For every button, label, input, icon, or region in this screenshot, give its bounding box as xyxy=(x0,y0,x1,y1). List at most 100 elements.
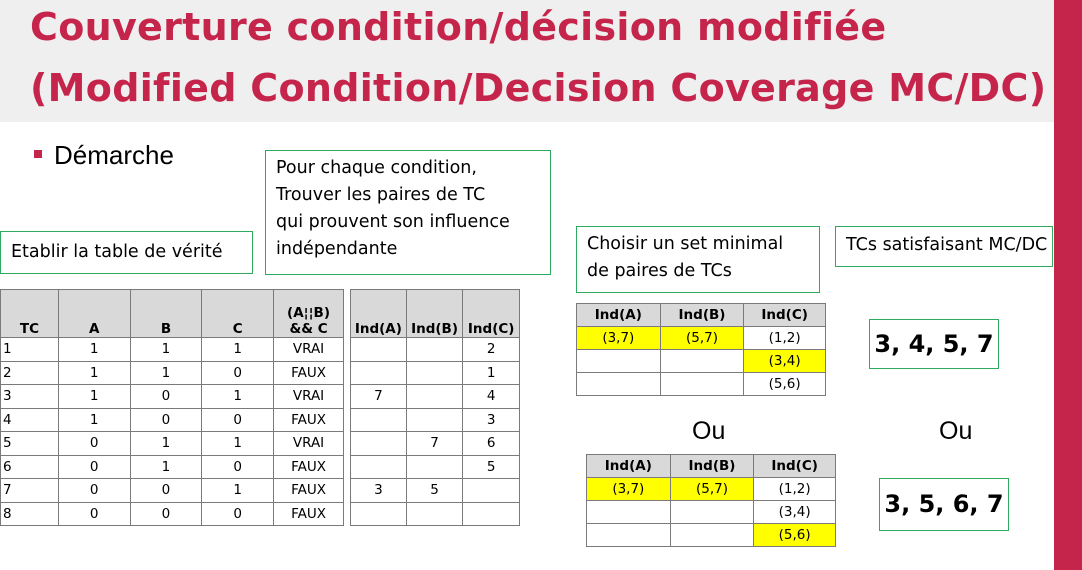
table-row: 8 0 0 0 FAUX xyxy=(0,501,344,526)
cell: 0 xyxy=(129,407,203,432)
find-pairs-line: indépendante xyxy=(276,239,398,259)
ou-label-middle: Ou xyxy=(692,417,726,445)
cell: 0 xyxy=(57,431,131,456)
cell-highlighted: (3,7) xyxy=(576,326,661,350)
table-row: 3 xyxy=(350,407,520,432)
cell: (5,6) xyxy=(743,372,826,396)
table-row: (3,7) (5,7) (1,2) xyxy=(576,326,826,350)
cell xyxy=(669,500,755,524)
cell: 7 xyxy=(405,431,464,456)
bullet-demarche: Démarche xyxy=(34,140,174,171)
cell: 1 xyxy=(129,337,203,362)
header-ind-b: Ind(B) xyxy=(659,303,745,327)
cell: 1 xyxy=(462,360,520,385)
table-row: 4 1 0 0 FAUX xyxy=(0,407,344,432)
table-row: 1 xyxy=(350,360,520,385)
bullet-square-icon xyxy=(34,150,42,159)
cell: 6 xyxy=(0,454,59,479)
find-pairs-line: qui prouvent son influence xyxy=(276,212,510,232)
cell: (1,2) xyxy=(753,477,836,501)
box-find-pairs: Pour chaque condition, Trouver les paire… xyxy=(265,150,551,275)
cell xyxy=(405,454,464,479)
table-row: 1 1 1 1 VRAI xyxy=(0,337,344,362)
header-a: A xyxy=(57,289,131,338)
table-row: 2 1 1 0 FAUX xyxy=(0,360,344,385)
cell-highlighted: (5,6) xyxy=(753,523,836,547)
cell xyxy=(586,500,671,524)
set2-header-row: Ind(A) Ind(B) Ind(C) xyxy=(586,454,836,478)
header-tc: TC xyxy=(0,289,59,338)
cell xyxy=(586,523,671,547)
cell: 7 xyxy=(0,478,59,503)
cell: 1 xyxy=(201,431,275,456)
cell xyxy=(405,407,464,432)
cell xyxy=(576,349,661,373)
cell: (3,4) xyxy=(753,500,836,524)
accent-bar xyxy=(1054,0,1082,570)
cell: 5 xyxy=(405,478,464,503)
cell: 0 xyxy=(129,478,203,503)
table-row xyxy=(350,501,520,526)
cell: FAUX xyxy=(273,407,344,432)
cell: 5 xyxy=(462,454,520,479)
ou-label-right: Ou xyxy=(939,417,973,445)
cell-highlighted: (3,4) xyxy=(743,349,826,373)
header-ind-c: Ind(C) xyxy=(462,289,520,338)
cell: 0 xyxy=(57,454,131,479)
satisfying-text: TCs satisfaisant MC/DC xyxy=(846,235,1048,255)
cell xyxy=(350,501,407,526)
table-row: 2 xyxy=(350,337,520,362)
cell: 1 xyxy=(201,478,275,503)
cell xyxy=(405,501,464,526)
bullet-label: Démarche xyxy=(54,140,174,170)
cell: 7 xyxy=(350,384,407,409)
cell: 1 xyxy=(129,454,203,479)
cell xyxy=(462,501,520,526)
cell: 1 xyxy=(57,384,131,409)
cell: 4 xyxy=(462,384,520,409)
table-row: 5 0 1 1 VRAI xyxy=(0,431,344,456)
table-row: 3 1 0 1 VRAI xyxy=(0,384,344,409)
header-ind-b: Ind(B) xyxy=(405,289,464,338)
cell: FAUX xyxy=(273,454,344,479)
cell xyxy=(350,337,407,362)
cell xyxy=(659,372,745,396)
cell: 2 xyxy=(462,337,520,362)
box-choose-minimal-set: Choisir un set minimal de paires de TCs xyxy=(576,226,820,293)
cell: 1 xyxy=(201,384,275,409)
find-pairs-line: Pour chaque condition, xyxy=(276,158,477,178)
answer-box-2: 3, 5, 6, 7 xyxy=(879,478,1009,531)
truth-table-header-row: TC A B C (A¦¦B) && C xyxy=(0,289,344,338)
cell: 3 xyxy=(350,478,407,503)
slide-header: Couverture condition/décision modifiée (… xyxy=(0,0,1082,122)
cell: 1 xyxy=(57,360,131,385)
box-establish-truth-table: Etablir la table de vérité xyxy=(0,231,253,274)
table-row: (3,4) xyxy=(586,500,836,524)
cell: 0 xyxy=(201,407,275,432)
cell xyxy=(350,407,407,432)
cell xyxy=(462,478,520,503)
cell-highlighted: (5,7) xyxy=(659,326,745,350)
slide-title-line2: (Modified Condition/Decision Coverage MC… xyxy=(30,66,1047,110)
cell: 1 xyxy=(129,360,203,385)
cell: 0 xyxy=(201,454,275,479)
cell xyxy=(405,360,464,385)
truth-table: TC A B C (A¦¦B) && C 1 1 1 1 VRAI 2 1 1 0 FAUX 3… xyxy=(0,289,344,526)
box-tcs-satisfying: TCs satisfaisant MC/DC xyxy=(835,226,1053,267)
cell: 2 xyxy=(0,360,59,385)
cell xyxy=(405,384,464,409)
choose-set-line: de paires de TCs xyxy=(587,261,732,281)
cell: 0 xyxy=(201,360,275,385)
cell xyxy=(350,454,407,479)
minimal-set-table-2: Ind(A) Ind(B) Ind(C) (3,7) (5,7) (1,2) (3,… xyxy=(586,454,836,547)
cell-highlighted: (5,7) xyxy=(669,477,755,501)
cell: 1 xyxy=(129,431,203,456)
header-ind-a: Ind(A) xyxy=(350,289,407,338)
table-row: (5,6) xyxy=(586,523,836,547)
header-ind-c: Ind(C) xyxy=(753,454,836,478)
cell: FAUX xyxy=(273,360,344,385)
cell-highlighted: (3,7) xyxy=(586,477,671,501)
